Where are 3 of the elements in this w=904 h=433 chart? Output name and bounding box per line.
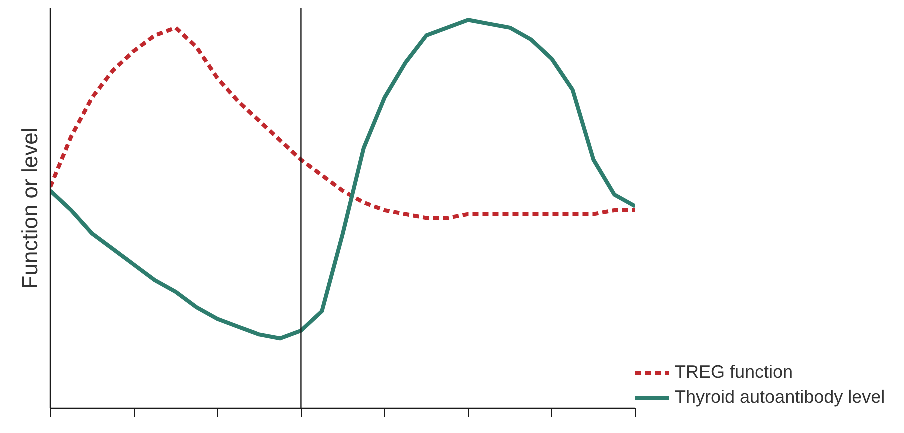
- legend-label: TREG function: [675, 362, 794, 383]
- legend-label: Thyroid autoantibody level: [675, 387, 886, 408]
- y-axis-title: Function or level: [18, 128, 42, 290]
